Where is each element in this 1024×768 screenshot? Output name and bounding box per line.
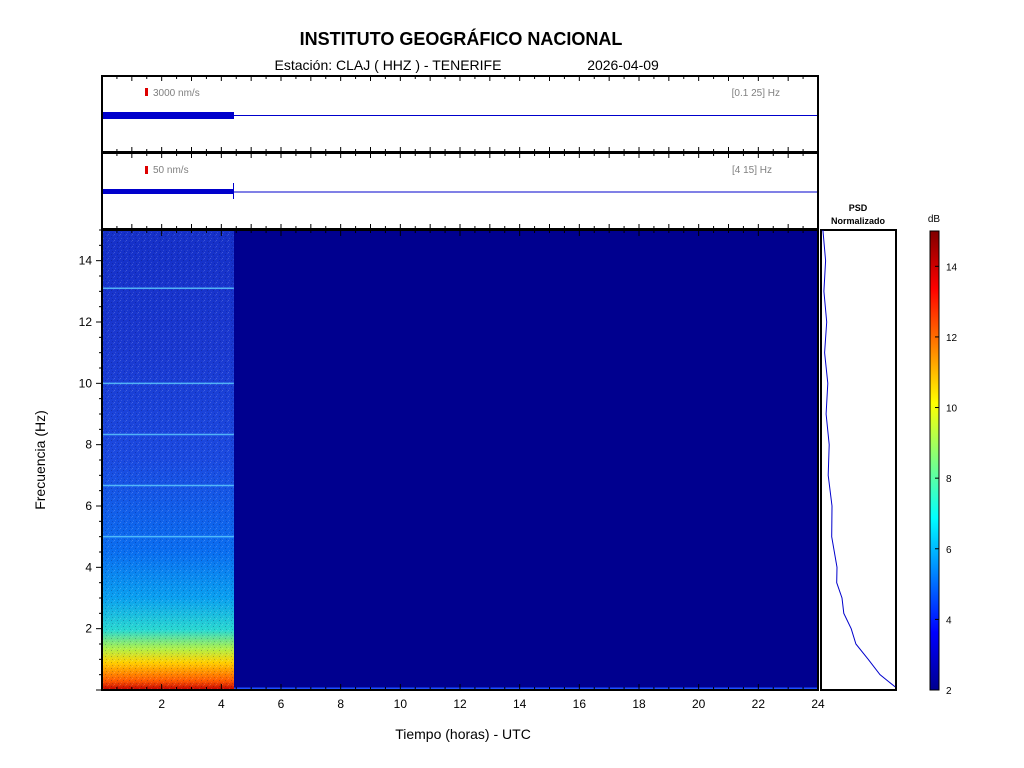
x-tick-label: 12 bbox=[453, 697, 467, 711]
x-tick-label: 22 bbox=[752, 697, 766, 711]
x-tick-label: 14 bbox=[513, 697, 527, 711]
seismogram-panel-broadband: 3000 nm/s [0.1 25] Hz bbox=[101, 75, 819, 153]
psd-frame bbox=[820, 229, 897, 691]
spectral-lines bbox=[102, 287, 234, 538]
trace-1-signal bbox=[103, 112, 234, 119]
y-tick-label: 8 bbox=[85, 438, 92, 452]
psd-title-line1: PSD bbox=[849, 203, 868, 213]
y-tick-label: 2 bbox=[85, 622, 92, 636]
seismogram-panel-filtered: 50 nm/s [4 15] Hz bbox=[101, 152, 819, 230]
x-tick-label: 2 bbox=[158, 697, 165, 711]
colorbar-tick-label: 10 bbox=[946, 404, 958, 415]
spectrogram-noise-texture bbox=[102, 230, 234, 690]
trace-2-band-label: [4 15] Hz bbox=[732, 165, 772, 176]
x-tick-label: 4 bbox=[218, 697, 225, 711]
trace-2-scale-label: 50 nm/s bbox=[153, 165, 189, 176]
psd-curve bbox=[822, 229, 896, 688]
x-tick-label: 20 bbox=[692, 697, 706, 711]
trace-1-scale-label: 3000 nm/s bbox=[153, 88, 200, 99]
x-tick-label: 16 bbox=[573, 697, 587, 711]
y-tick-label: 6 bbox=[85, 499, 92, 513]
psd-panel: PSD Normalizado bbox=[820, 203, 897, 691]
colorbar: dB 2 4 6 8 10 12 14 bbox=[928, 214, 958, 697]
colorbar-tick-label: 4 bbox=[946, 615, 952, 626]
psd-title-line2: Normalizado bbox=[831, 216, 886, 226]
station-label: Estación: CLAJ ( HHZ ) - TENERIFE bbox=[275, 57, 502, 73]
colorbar-tick-label: 2 bbox=[946, 686, 952, 697]
colorbar-unit: dB bbox=[928, 214, 941, 225]
x-axis-label: Tiempo (horas) - UTC bbox=[395, 726, 531, 742]
colorbar-tick-label: 14 bbox=[946, 262, 958, 273]
y-tick-label: 10 bbox=[79, 376, 93, 390]
figure-title: INSTITUTO GEOGRÁFICO NACIONAL bbox=[300, 28, 623, 49]
y-tick-label: 4 bbox=[85, 560, 92, 574]
y-axis-ticks: 2 4 6 8 10 12 14 bbox=[79, 229, 102, 691]
x-tick-label: 8 bbox=[337, 697, 344, 711]
trace-1-band-label: [0.1 25] Hz bbox=[732, 88, 780, 99]
scale-bar-1 bbox=[145, 88, 148, 96]
trace-1-tick-marks bbox=[101, 76, 819, 152]
y-tick-label: 14 bbox=[79, 254, 93, 268]
x-axis-ticks: 2 4 6 8 10 12 14 16 18 20 22 24 bbox=[101, 230, 825, 711]
date-label: 2026-04-09 bbox=[587, 57, 659, 73]
colorbar-ticks: 2 4 6 8 10 12 14 bbox=[935, 262, 958, 697]
scale-bar-2 bbox=[145, 166, 148, 174]
colorbar-gradient bbox=[929, 230, 940, 691]
colorbar-tick-label: 12 bbox=[946, 333, 958, 344]
y-axis-label: Frecuencia (Hz) bbox=[32, 410, 48, 510]
trace-2-signal bbox=[103, 189, 234, 194]
colorbar-tick-label: 8 bbox=[946, 474, 952, 485]
y-tick-label: 12 bbox=[79, 315, 93, 329]
x-tick-label: 24 bbox=[811, 697, 825, 711]
x-tick-label: 18 bbox=[632, 697, 646, 711]
trace-2-tick-marks bbox=[101, 153, 819, 229]
x-tick-label: 6 bbox=[278, 697, 285, 711]
x-tick-label: 10 bbox=[394, 697, 408, 711]
colorbar-tick-label: 6 bbox=[946, 545, 952, 556]
